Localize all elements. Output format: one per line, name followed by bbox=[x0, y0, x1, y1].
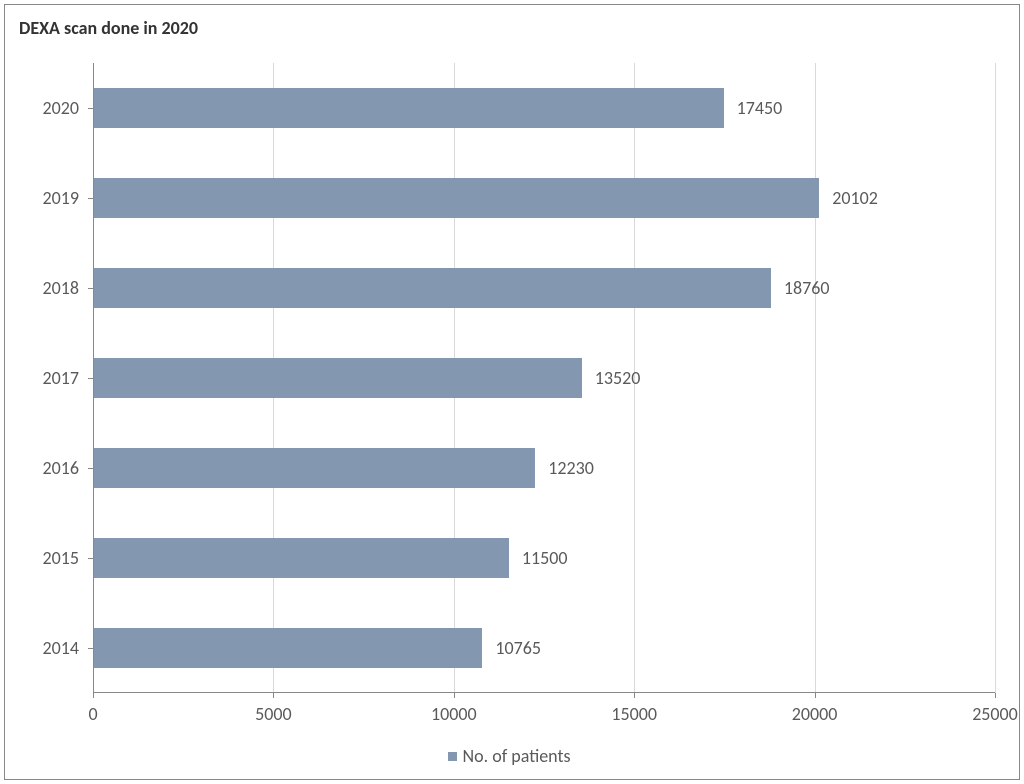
bar-row: 13520 bbox=[93, 358, 995, 398]
x-tick-mark bbox=[273, 693, 274, 698]
bar bbox=[94, 178, 819, 218]
x-tick-label: 10000 bbox=[431, 703, 477, 725]
bar bbox=[94, 358, 582, 398]
bar-data-label: 17450 bbox=[737, 97, 783, 119]
bar-data-label: 20102 bbox=[832, 187, 878, 209]
y-tick-label: 2018 bbox=[43, 277, 80, 299]
x-tick-mark bbox=[815, 693, 816, 698]
y-tick-label: 2019 bbox=[43, 187, 80, 209]
bar-data-label: 13520 bbox=[595, 367, 641, 389]
bar bbox=[94, 448, 535, 488]
bar-row: 17450 bbox=[93, 88, 995, 128]
x-tick-label: 25000 bbox=[972, 703, 1018, 725]
y-tick-label: 2020 bbox=[43, 97, 80, 119]
bar-data-label: 12230 bbox=[548, 457, 594, 479]
chart-container: DEXA scan done in 2020 05000100001500020… bbox=[4, 4, 1020, 780]
y-tick-label: 2014 bbox=[43, 637, 80, 659]
x-tick-mark bbox=[454, 693, 455, 698]
x-tick-label: 0 bbox=[88, 703, 97, 725]
y-tick-label: 2015 bbox=[43, 547, 80, 569]
legend: No. of patients bbox=[448, 745, 571, 767]
x-tick-mark bbox=[93, 693, 94, 698]
y-tick-label: 2017 bbox=[43, 367, 80, 389]
x-tick-label: 5000 bbox=[255, 703, 292, 725]
y-tick-label: 2016 bbox=[43, 457, 80, 479]
legend-swatch bbox=[448, 752, 457, 761]
x-axis-line bbox=[93, 692, 995, 693]
bar bbox=[94, 628, 482, 668]
bar-data-label: 11500 bbox=[522, 547, 568, 569]
x-tick-label: 15000 bbox=[611, 703, 657, 725]
bar bbox=[94, 538, 509, 578]
bar-row: 11500 bbox=[93, 538, 995, 578]
bar bbox=[94, 88, 724, 128]
x-tick-mark bbox=[995, 693, 996, 698]
bar bbox=[94, 268, 771, 308]
bar-row: 18760 bbox=[93, 268, 995, 308]
x-gridline bbox=[995, 63, 996, 693]
bar-row: 12230 bbox=[93, 448, 995, 488]
x-tick-mark bbox=[634, 693, 635, 698]
chart-title: DEXA scan done in 2020 bbox=[19, 17, 198, 39]
legend-label: No. of patients bbox=[463, 745, 571, 767]
bar-data-label: 10765 bbox=[495, 637, 541, 659]
bar-data-label: 18760 bbox=[784, 277, 830, 299]
bar-row: 20102 bbox=[93, 178, 995, 218]
x-tick-label: 20000 bbox=[792, 703, 838, 725]
bar-row: 10765 bbox=[93, 628, 995, 668]
plot-area: 0500010000150002000025000201410765201511… bbox=[93, 63, 995, 693]
